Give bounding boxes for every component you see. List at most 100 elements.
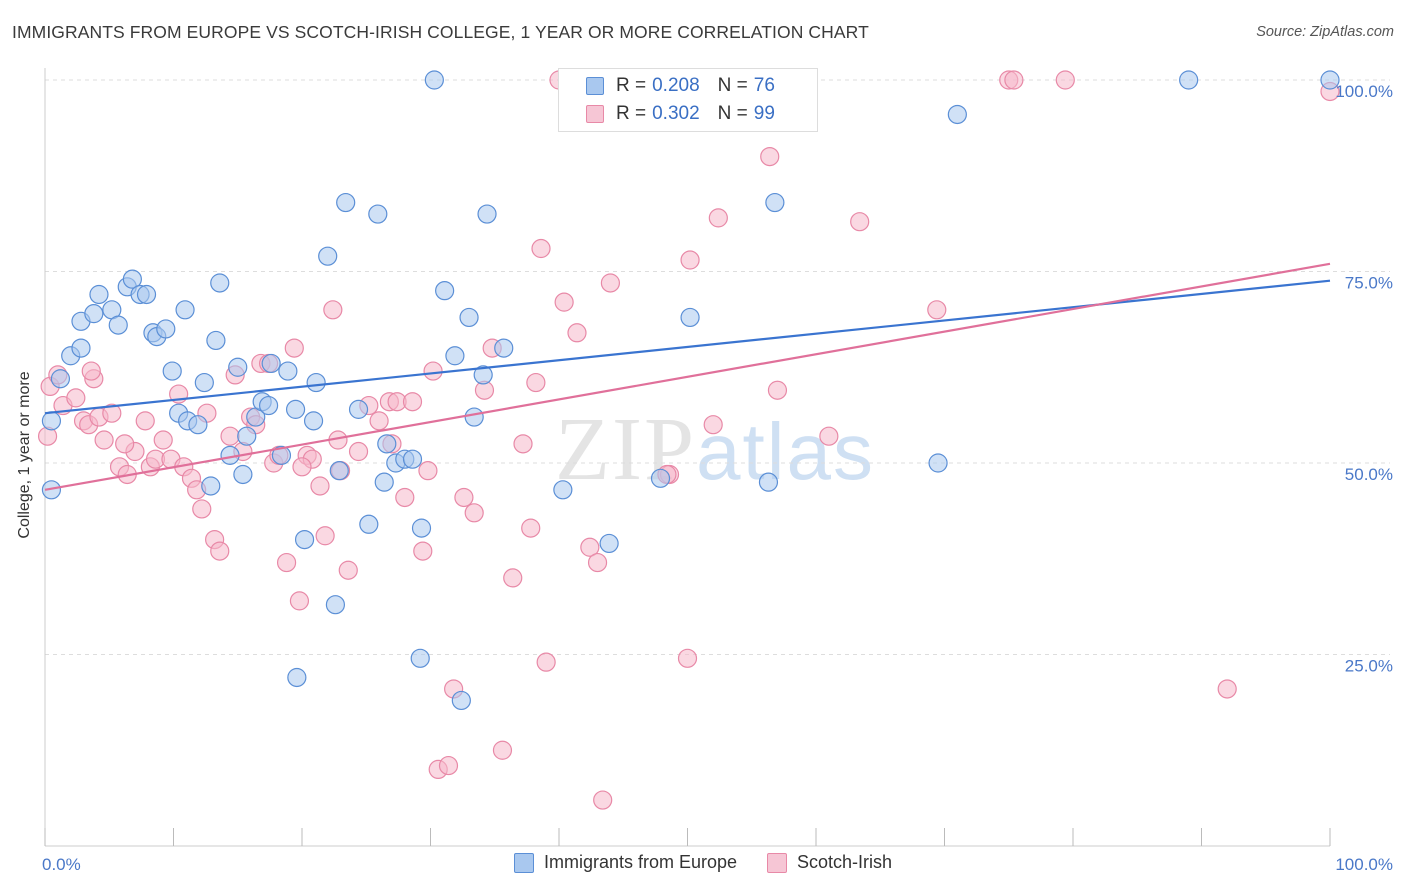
series-immigrants-europe-points (41, 70, 1340, 711)
scotch-irish-point (1055, 70, 1075, 90)
immigrants-europe-point (294, 529, 315, 550)
scotch-irish-point (153, 430, 173, 450)
immigrants-europe-point (680, 307, 700, 328)
scotch-irish-point (323, 300, 343, 320)
immigrants-europe-point (445, 346, 465, 366)
stats-legend-row-blue: R = 0.208 N = 76 (559, 73, 775, 99)
immigrants-europe-point (451, 690, 471, 711)
n-value: 99 (753, 103, 775, 124)
series-scotch-irish-points (37, 70, 1340, 810)
scotch-irish-point (135, 411, 155, 431)
scotch-irish-point (369, 411, 389, 431)
chart-source: Source: ZipAtlas.com (1256, 24, 1394, 40)
immigrants-europe-point (765, 192, 785, 213)
immigrants-europe-point (329, 461, 349, 481)
scotch-irish-point (289, 591, 310, 611)
scotch-irish-point (423, 361, 443, 381)
scotch-irish-point (1217, 679, 1237, 699)
pink-swatch (767, 852, 788, 873)
scotch-irish-point (492, 740, 513, 760)
scotch-irish-point (338, 560, 358, 580)
immigrants-europe-point (50, 369, 71, 389)
axes (44, 68, 1331, 847)
immigrants-europe-point (368, 204, 388, 224)
scotch-irish-point (503, 568, 523, 588)
y-tick-label: 25.0% (1345, 657, 1393, 676)
immigrants-europe-point (336, 192, 356, 213)
immigrants-europe-point (41, 411, 62, 431)
scotch-irish-point (600, 273, 621, 293)
immigrants-europe-point (89, 284, 109, 305)
immigrants-europe-point (71, 338, 91, 358)
scotch-irish-point (464, 503, 484, 523)
immigrants-europe-point (228, 357, 248, 377)
legend-label: Scotch-Irish (797, 852, 893, 872)
immigrants-europe-point (1179, 70, 1199, 90)
immigrants-europe-point (435, 281, 455, 301)
watermark-atlas: atlas (696, 407, 875, 496)
scotch-irish-point (348, 441, 369, 462)
immigrants-europe-point (411, 518, 432, 538)
scotch-irish-point (454, 487, 474, 508)
r-label: R = (616, 75, 647, 96)
immigrants-europe-point (947, 104, 967, 125)
scotch-irish-point (81, 361, 101, 381)
immigrants-europe-point (108, 315, 128, 335)
immigrants-europe-point (477, 204, 497, 224)
scotch-irish-point (192, 499, 212, 519)
chart-title: IMMIGRANTS FROM EUROPE VS SCOTCH-IRISH C… (12, 22, 869, 42)
scotch-irish-point (94, 430, 114, 450)
immigrants-europe-point (237, 426, 257, 446)
scotch-irish-point (402, 392, 423, 412)
y-tick-label: 50.0% (1345, 465, 1393, 484)
scotch-irish-point (703, 415, 723, 435)
immigrants-europe-point (928, 453, 948, 473)
scotch-irish-point (708, 208, 728, 228)
x-tick-label: 100.0% (1335, 855, 1393, 874)
scotch-irish-point (395, 487, 415, 508)
scotch-irish-point (580, 537, 600, 557)
tick-labels: 25.0% 50.0% 75.0% 100.0% 0.0% 100.0% (42, 82, 1393, 874)
y-tick-label: 100.0% (1335, 82, 1393, 101)
trend-lines (44, 262, 1331, 491)
r-label: R = (616, 103, 647, 124)
immigrants-europe-point (84, 304, 104, 324)
n-label: N = (717, 75, 748, 96)
trend-line-scotch-irish (44, 262, 1331, 491)
stats-legend: R = 0.208 N = 76 R = 0.302 N = 99 (558, 68, 818, 132)
immigrants-europe-point (1320, 70, 1340, 90)
r-value: 0.208 (652, 75, 700, 96)
immigrants-europe-point (210, 273, 230, 293)
legend-label: Immigrants from Europe (543, 852, 738, 872)
immigrants-europe-point (459, 307, 479, 328)
scotch-irish-point (587, 552, 608, 573)
immigrants-europe-point (650, 468, 671, 488)
immigrants-europe-point (374, 472, 394, 492)
immigrants-europe-point (348, 399, 369, 419)
immigrants-europe-point (758, 472, 779, 492)
scotch-irish-point (593, 790, 613, 810)
immigrants-europe-point (410, 648, 430, 668)
scotch-irish-point (850, 212, 870, 232)
scotch-irish-point (438, 755, 459, 776)
immigrants-europe-point (285, 399, 306, 419)
scotch-irish-point (767, 380, 788, 400)
immigrants-europe-point (553, 480, 573, 500)
scotch-irish-point (276, 552, 297, 573)
immigrants-europe-point (325, 595, 346, 615)
immigrants-europe-point (175, 300, 195, 320)
scotch-irish-point (677, 648, 698, 668)
series-legend: Immigrants from Europe Scotch-Irish (0, 852, 1406, 873)
scotch-irish-point (413, 541, 433, 561)
immigrants-europe-point (303, 411, 324, 431)
immigrants-europe-point (233, 464, 253, 485)
n-value: 76 (753, 75, 775, 96)
scotch-irish-point (760, 147, 780, 167)
scotch-irish-point (115, 434, 135, 454)
immigrants-europe-point (599, 533, 619, 554)
pink-swatch (586, 105, 604, 123)
immigrants-europe-point (306, 372, 326, 393)
n-label: N = (717, 103, 748, 124)
scotch-irish-point (284, 338, 304, 358)
scotch-irish-point (1004, 70, 1024, 90)
